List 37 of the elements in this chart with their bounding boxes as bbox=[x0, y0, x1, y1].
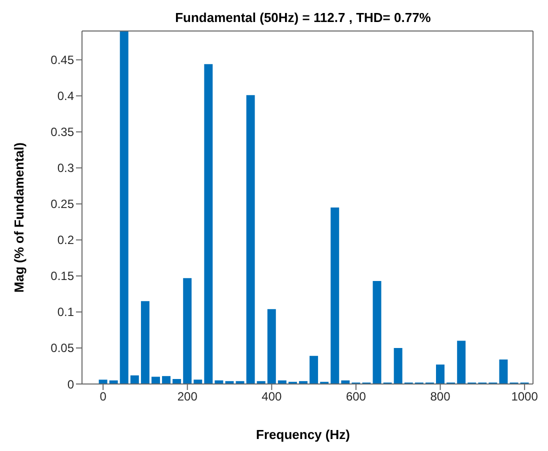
bar bbox=[120, 31, 128, 384]
bar bbox=[98, 380, 108, 384]
y-tick-label: 0.15 bbox=[50, 269, 74, 284]
x-tick-label: 1000 bbox=[511, 390, 538, 404]
bar bbox=[140, 301, 150, 384]
bar bbox=[162, 376, 171, 384]
y-tick-label: 0.45 bbox=[50, 53, 74, 68]
bar bbox=[246, 95, 255, 384]
bar bbox=[330, 208, 340, 384]
x-tick-label: 600 bbox=[346, 390, 366, 404]
y-tick-label: 0.4 bbox=[57, 89, 74, 104]
y-tick-label: 0.05 bbox=[50, 341, 74, 356]
y-tick-label: 0.3 bbox=[57, 161, 74, 176]
bar bbox=[310, 356, 318, 384]
y-axis-title: Mag (% of Fundamental) bbox=[12, 142, 26, 292]
y-tick-label: 0.35 bbox=[50, 125, 74, 140]
y-tick-label: 0 bbox=[67, 377, 74, 392]
chart-title: Fundamental (50Hz) = 112.7 , THD= 0.77% bbox=[174, 10, 432, 25]
x-tick-label: 0 bbox=[100, 390, 107, 404]
y-tick-label: 0.2 bbox=[57, 233, 74, 248]
bar bbox=[151, 376, 160, 384]
x-tick-label: 400 bbox=[262, 390, 282, 404]
bar bbox=[183, 278, 192, 384]
bar bbox=[204, 64, 213, 384]
bar bbox=[130, 375, 139, 384]
x-tick-label: 800 bbox=[430, 390, 451, 404]
bar bbox=[194, 380, 202, 384]
bar bbox=[457, 340, 466, 384]
bar bbox=[499, 360, 508, 384]
y-tick-label: 0.1 bbox=[57, 305, 74, 320]
bar bbox=[394, 348, 402, 384]
bar bbox=[436, 364, 444, 384]
y-tick-label: 0.25 bbox=[50, 197, 74, 212]
x-axis-title: Frequency (Hz) bbox=[255, 427, 351, 442]
bar bbox=[267, 309, 276, 384]
bar bbox=[372, 280, 382, 384]
x-tick-label: 200 bbox=[177, 390, 198, 404]
